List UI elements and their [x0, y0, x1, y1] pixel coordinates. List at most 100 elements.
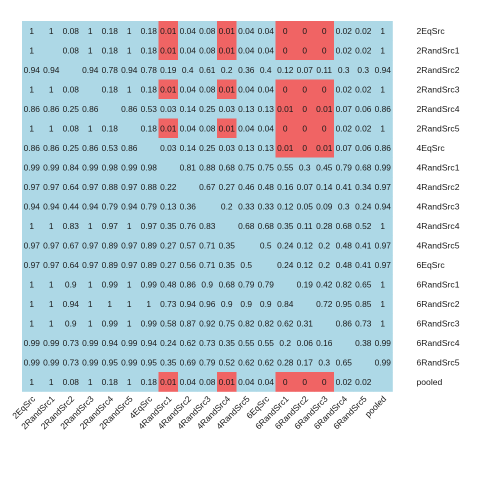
heatmap-cell: [119, 352, 140, 373]
cell-value: 0.35: [160, 221, 177, 231]
heatmap-cell: [334, 138, 354, 158]
cell-value: 0.61: [199, 65, 216, 75]
cell-value: 0.08: [63, 84, 80, 94]
cell-value: 0.71: [199, 240, 216, 250]
cell-value: 1: [88, 299, 93, 309]
heatmap-cell: [314, 60, 335, 80]
cell-value: 0.94: [24, 201, 41, 211]
cell-value: 1: [49, 279, 54, 289]
heatmap-cell: [197, 177, 218, 197]
heatmap-cell: [158, 274, 179, 295]
heatmap-cell: [373, 40, 393, 61]
cell-value: 0.13: [160, 201, 177, 211]
cell-value: 1: [29, 299, 34, 309]
heatmap-cell: [61, 255, 81, 275]
heatmap-cell: [61, 138, 81, 158]
cell-value: 0.86: [121, 104, 138, 114]
cell-value: 1: [88, 377, 93, 387]
cell-value: 0.67: [63, 240, 80, 250]
cell-value: 0.99: [82, 357, 99, 367]
heatmap-cell: [236, 157, 257, 178]
cell-value: 0.33: [238, 201, 255, 211]
heatmap-cell: [334, 99, 354, 119]
row-label: 6RandSrc5: [417, 357, 460, 367]
heatmap-cell: [119, 21, 140, 41]
cell-value: 0.18: [141, 123, 158, 133]
heatmap-cell: [236, 196, 257, 217]
heatmap-cell: [158, 352, 179, 373]
heatmap-cell: [61, 372, 81, 392]
heatmap-cell: [41, 177, 62, 197]
cell-value: 1: [380, 221, 385, 231]
cell-value: 0.2: [279, 338, 291, 348]
cell-value: 1: [380, 84, 385, 94]
heatmap-cell: [178, 138, 198, 158]
heatmap-cell: [61, 274, 81, 295]
row-label: 6RandSrc2: [417, 299, 460, 309]
cell-value: 0.31: [297, 318, 314, 328]
cell-value: 0.99: [141, 318, 158, 328]
cell-value: 0.84: [63, 162, 80, 172]
heatmap-cell: [22, 216, 42, 236]
cell-value: 0.99: [375, 162, 392, 172]
cell-value: 0.24: [355, 201, 372, 211]
heatmap-cell: [80, 372, 101, 392]
cell-value: 0: [302, 84, 307, 94]
cell-value: 0.08: [63, 123, 80, 133]
cell-value: 0.94: [102, 338, 119, 348]
cell-value: 0.9: [201, 279, 213, 289]
heatmap-cell: [314, 372, 335, 392]
cell-value: 0: [302, 45, 307, 55]
cell-value: 0.08: [199, 84, 216, 94]
heatmap-cell: [217, 196, 237, 217]
cell-value: 1: [49, 318, 54, 328]
heatmap-cell: [256, 138, 276, 158]
heatmap-cell: [100, 235, 120, 256]
heatmap-cell: [353, 372, 374, 392]
cell-value: 0.24: [277, 240, 294, 250]
heatmap-cell: [217, 21, 237, 41]
cell-value: 0.67: [199, 182, 216, 192]
heatmap-cell: [41, 99, 62, 119]
cell-value: 0: [322, 26, 327, 36]
cell-value: 1: [29, 318, 34, 328]
cell-value: 0.02: [355, 84, 372, 94]
heatmap-cell: [139, 196, 159, 217]
heatmap-cell: [295, 352, 315, 373]
cell-value: 0.01: [316, 104, 333, 114]
cell-value: 0.65: [336, 357, 353, 367]
heatmap-cell: [256, 40, 276, 61]
cell-value: 0.38: [355, 338, 372, 348]
cell-value: 0.41: [355, 260, 372, 270]
heatmap-cell: [119, 255, 140, 275]
row-labels: 2EqSrc 2RandSrc1 2RandSrc2 2RandSrc3 2RandSr…: [417, 26, 460, 387]
heatmap-cell: [217, 118, 237, 139]
heatmap-cell: [61, 60, 81, 80]
heatmap-cell: [275, 216, 296, 236]
heatmap-cell: [41, 118, 62, 139]
cell-value: 1: [49, 221, 54, 231]
heatmap-cell: [373, 99, 393, 119]
heatmap-cell: [197, 99, 218, 119]
heatmap-cell: [197, 313, 218, 334]
heatmap-cell: [334, 118, 354, 139]
row-label: 4RandSrc1: [417, 162, 460, 172]
heatmap-cell: [61, 196, 81, 217]
heatmap-cell: [373, 352, 393, 373]
heatmap-cell: [275, 372, 296, 392]
cell-value: 0.78: [141, 65, 158, 75]
cell-value: 0.34: [355, 182, 372, 192]
heatmap-cell: [139, 294, 159, 314]
heatmap-cell: [256, 21, 276, 41]
heatmap-cell: [197, 79, 218, 100]
cell-value: 1: [380, 45, 385, 55]
cell-value: 0.36: [180, 201, 197, 211]
cell-value: 0.35: [219, 338, 236, 348]
cell-value: 0.73: [355, 318, 372, 328]
cell-value: 0.99: [102, 279, 119, 289]
heatmap-cell: [22, 60, 42, 80]
heatmap-cell: [236, 274, 257, 295]
heatmap-cell: [139, 60, 159, 80]
cell-value: 0.08: [199, 123, 216, 133]
cell-value: 0.89: [141, 260, 158, 270]
